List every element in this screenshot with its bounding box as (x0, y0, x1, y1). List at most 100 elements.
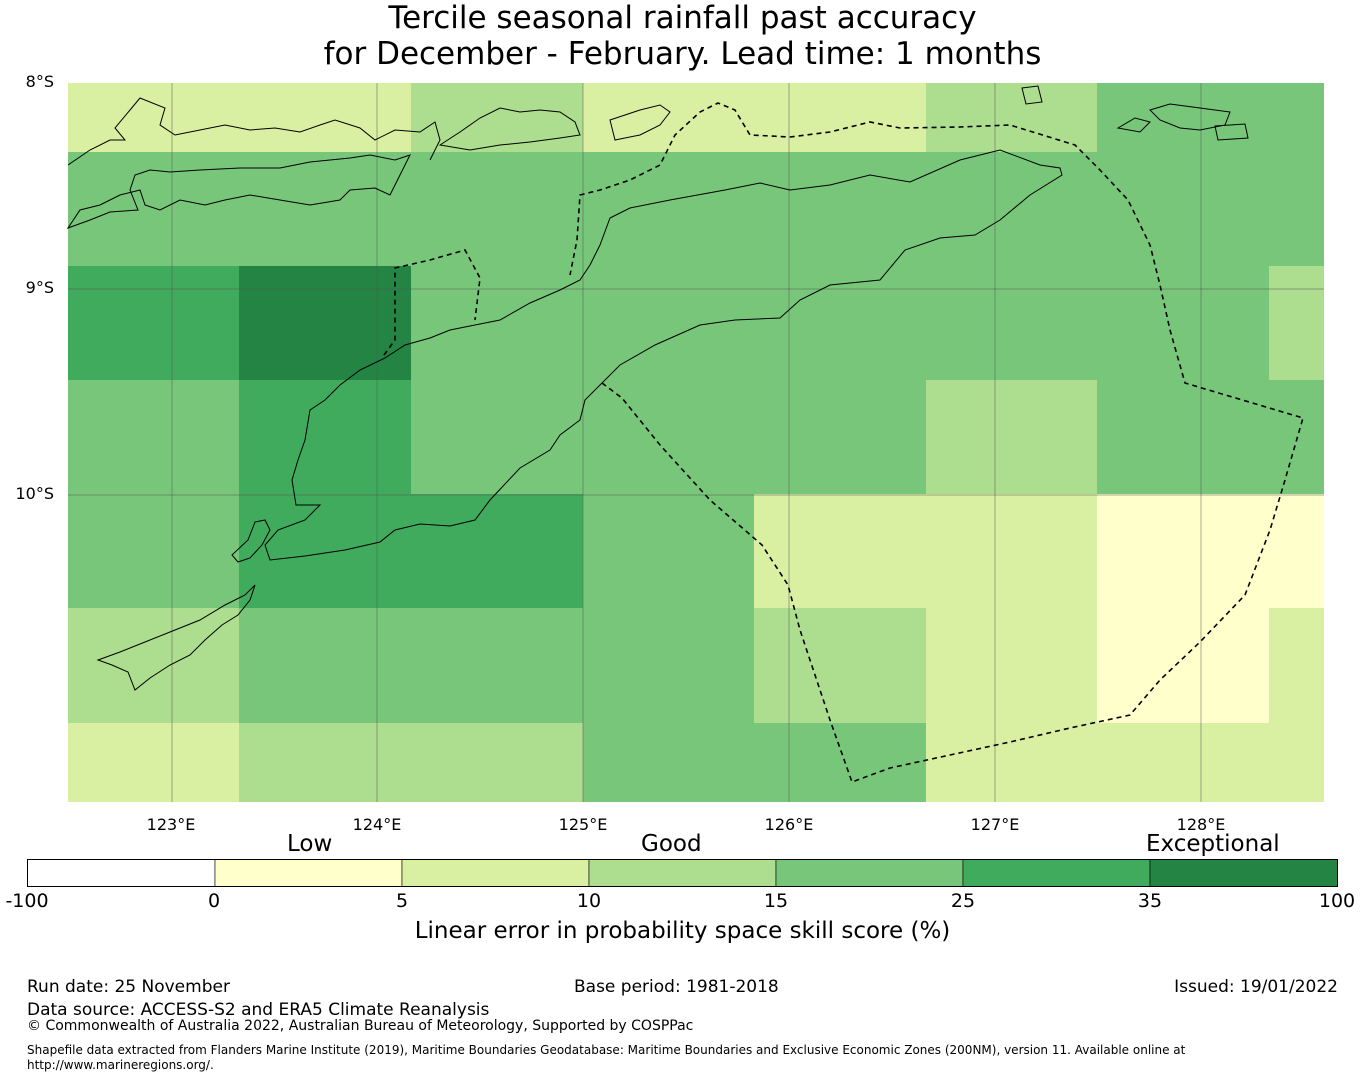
eez-boundary-oecusse (383, 249, 481, 356)
category-exceptional: Exceptional (1146, 831, 1280, 857)
colorbar-segment (775, 859, 964, 887)
grid-cell (239, 152, 411, 266)
grid-cell (1269, 723, 1324, 802)
grid-cell (239, 266, 411, 380)
grid-cell (239, 83, 411, 152)
grid-cell (583, 494, 754, 608)
lat-label-9s: 9°S (25, 278, 54, 297)
issued-date: Issued: 19/01/2022 (1174, 977, 1338, 997)
grid-cell (239, 494, 411, 608)
grid-cell (926, 608, 1097, 723)
tick-label: 10 (576, 890, 602, 912)
grid-cell (754, 608, 926, 723)
lon-label-128e: 128°E (1176, 815, 1226, 834)
shapefile-credit-line-2: http://www.marineregions.org/. (27, 1058, 214, 1072)
lon-label-123e: 123°E (146, 815, 196, 834)
shapefile-credit-line-1: Shapefile data extracted from Flanders M… (27, 1043, 1186, 1057)
grid-cell (68, 152, 239, 266)
grid-cell (411, 494, 583, 608)
grid-cell (68, 266, 239, 380)
grid-cell (926, 723, 1097, 802)
colorbar-segment (401, 859, 590, 887)
run-date: Run date: 25 November (27, 977, 230, 997)
graticule (68, 83, 1324, 802)
grid-cell (754, 83, 926, 152)
grid-cell (239, 380, 411, 494)
grid-cell (1269, 380, 1324, 494)
grid-cell (411, 380, 583, 494)
skill-grid (68, 83, 1324, 802)
tick-label: 5 (395, 890, 409, 912)
base-period: Base period: 1981-2018 (574, 977, 779, 997)
grid-cell (411, 723, 583, 802)
colorbar-title: Linear error in probability space skill … (414, 918, 951, 944)
small-island-1 (1021, 85, 1043, 105)
grid-cell (754, 152, 926, 266)
tick-label: 15 (763, 890, 789, 912)
grid-cell (68, 494, 239, 608)
colorbar-segments (27, 859, 1338, 887)
grid-cell (583, 608, 754, 723)
maritime-boundaries (383, 102, 1304, 784)
grid-cell (239, 608, 411, 723)
grid-cell (926, 380, 1097, 494)
timor-coastline (264, 149, 1063, 561)
colorbar-segment (1149, 859, 1338, 887)
grid-cell (926, 266, 1097, 380)
colorbar-segment (588, 859, 777, 887)
grid-cell (68, 608, 239, 723)
grid-cell (926, 152, 1097, 266)
grid-cell (1097, 83, 1324, 152)
tick-label: 100 (1318, 890, 1356, 912)
colorbar-frame (27, 859, 1338, 887)
grid-cell (583, 152, 754, 266)
small-island-3 (1214, 123, 1249, 141)
wetar-coastline (609, 104, 671, 141)
copyright: © Commonwealth of Australia 2022, Austra… (27, 1018, 694, 1034)
grid-cell (239, 723, 411, 802)
category-low: Low (287, 831, 333, 857)
lon-label-124e: 124°E (352, 815, 402, 834)
grid-cell (583, 266, 754, 380)
grid-cell (754, 723, 926, 802)
chart-title: Tercile seasonal rainfall past accuracy … (0, 0, 1365, 72)
title-line-2: for December - February. Lead time: 1 mo… (323, 36, 1042, 72)
lon-label-127e: 127°E (970, 815, 1020, 834)
grid-cell (583, 723, 754, 802)
tick-label: 25 (950, 890, 976, 912)
grid-cell (754, 266, 926, 380)
title-line-1: Tercile seasonal rainfall past accuracy (388, 0, 977, 36)
grid-cell (754, 380, 926, 494)
flores-coastline (66, 154, 411, 229)
lon-label-125e: 125°E (558, 815, 608, 834)
shapefile-credit: Shapefile data extracted from Flanders M… (27, 1043, 1337, 1073)
rote-coastline (231, 519, 271, 563)
grid-cell (1269, 608, 1324, 723)
colorbar-segment (27, 859, 216, 887)
grid-cell (583, 380, 754, 494)
grid-cell (411, 266, 583, 380)
coastlines (66, 85, 1249, 691)
category-good: Good (641, 831, 702, 857)
grid-cell (411, 608, 583, 723)
sumba-coastline (96, 584, 256, 691)
grid-cell (583, 83, 754, 152)
lat-label-8s: 8°S (25, 72, 54, 91)
grid-cell (1269, 494, 1324, 608)
colorbar-segment (214, 859, 403, 887)
lon-label-126e: 126°E (764, 815, 814, 834)
lat-label-10s: 10°S (15, 484, 54, 503)
colorbar-segment (962, 859, 1151, 887)
grid-cell (926, 83, 1097, 152)
tick-label: -100 (5, 890, 49, 912)
grid-cell (754, 494, 926, 608)
grid-cell (926, 494, 1097, 608)
grid-cell (411, 152, 583, 266)
eez-boundary-east (569, 102, 1304, 784)
flores-north-coast (67, 97, 441, 166)
grid-cell (1269, 266, 1324, 380)
grid-cell (68, 380, 239, 494)
grid-cell (68, 83, 239, 152)
